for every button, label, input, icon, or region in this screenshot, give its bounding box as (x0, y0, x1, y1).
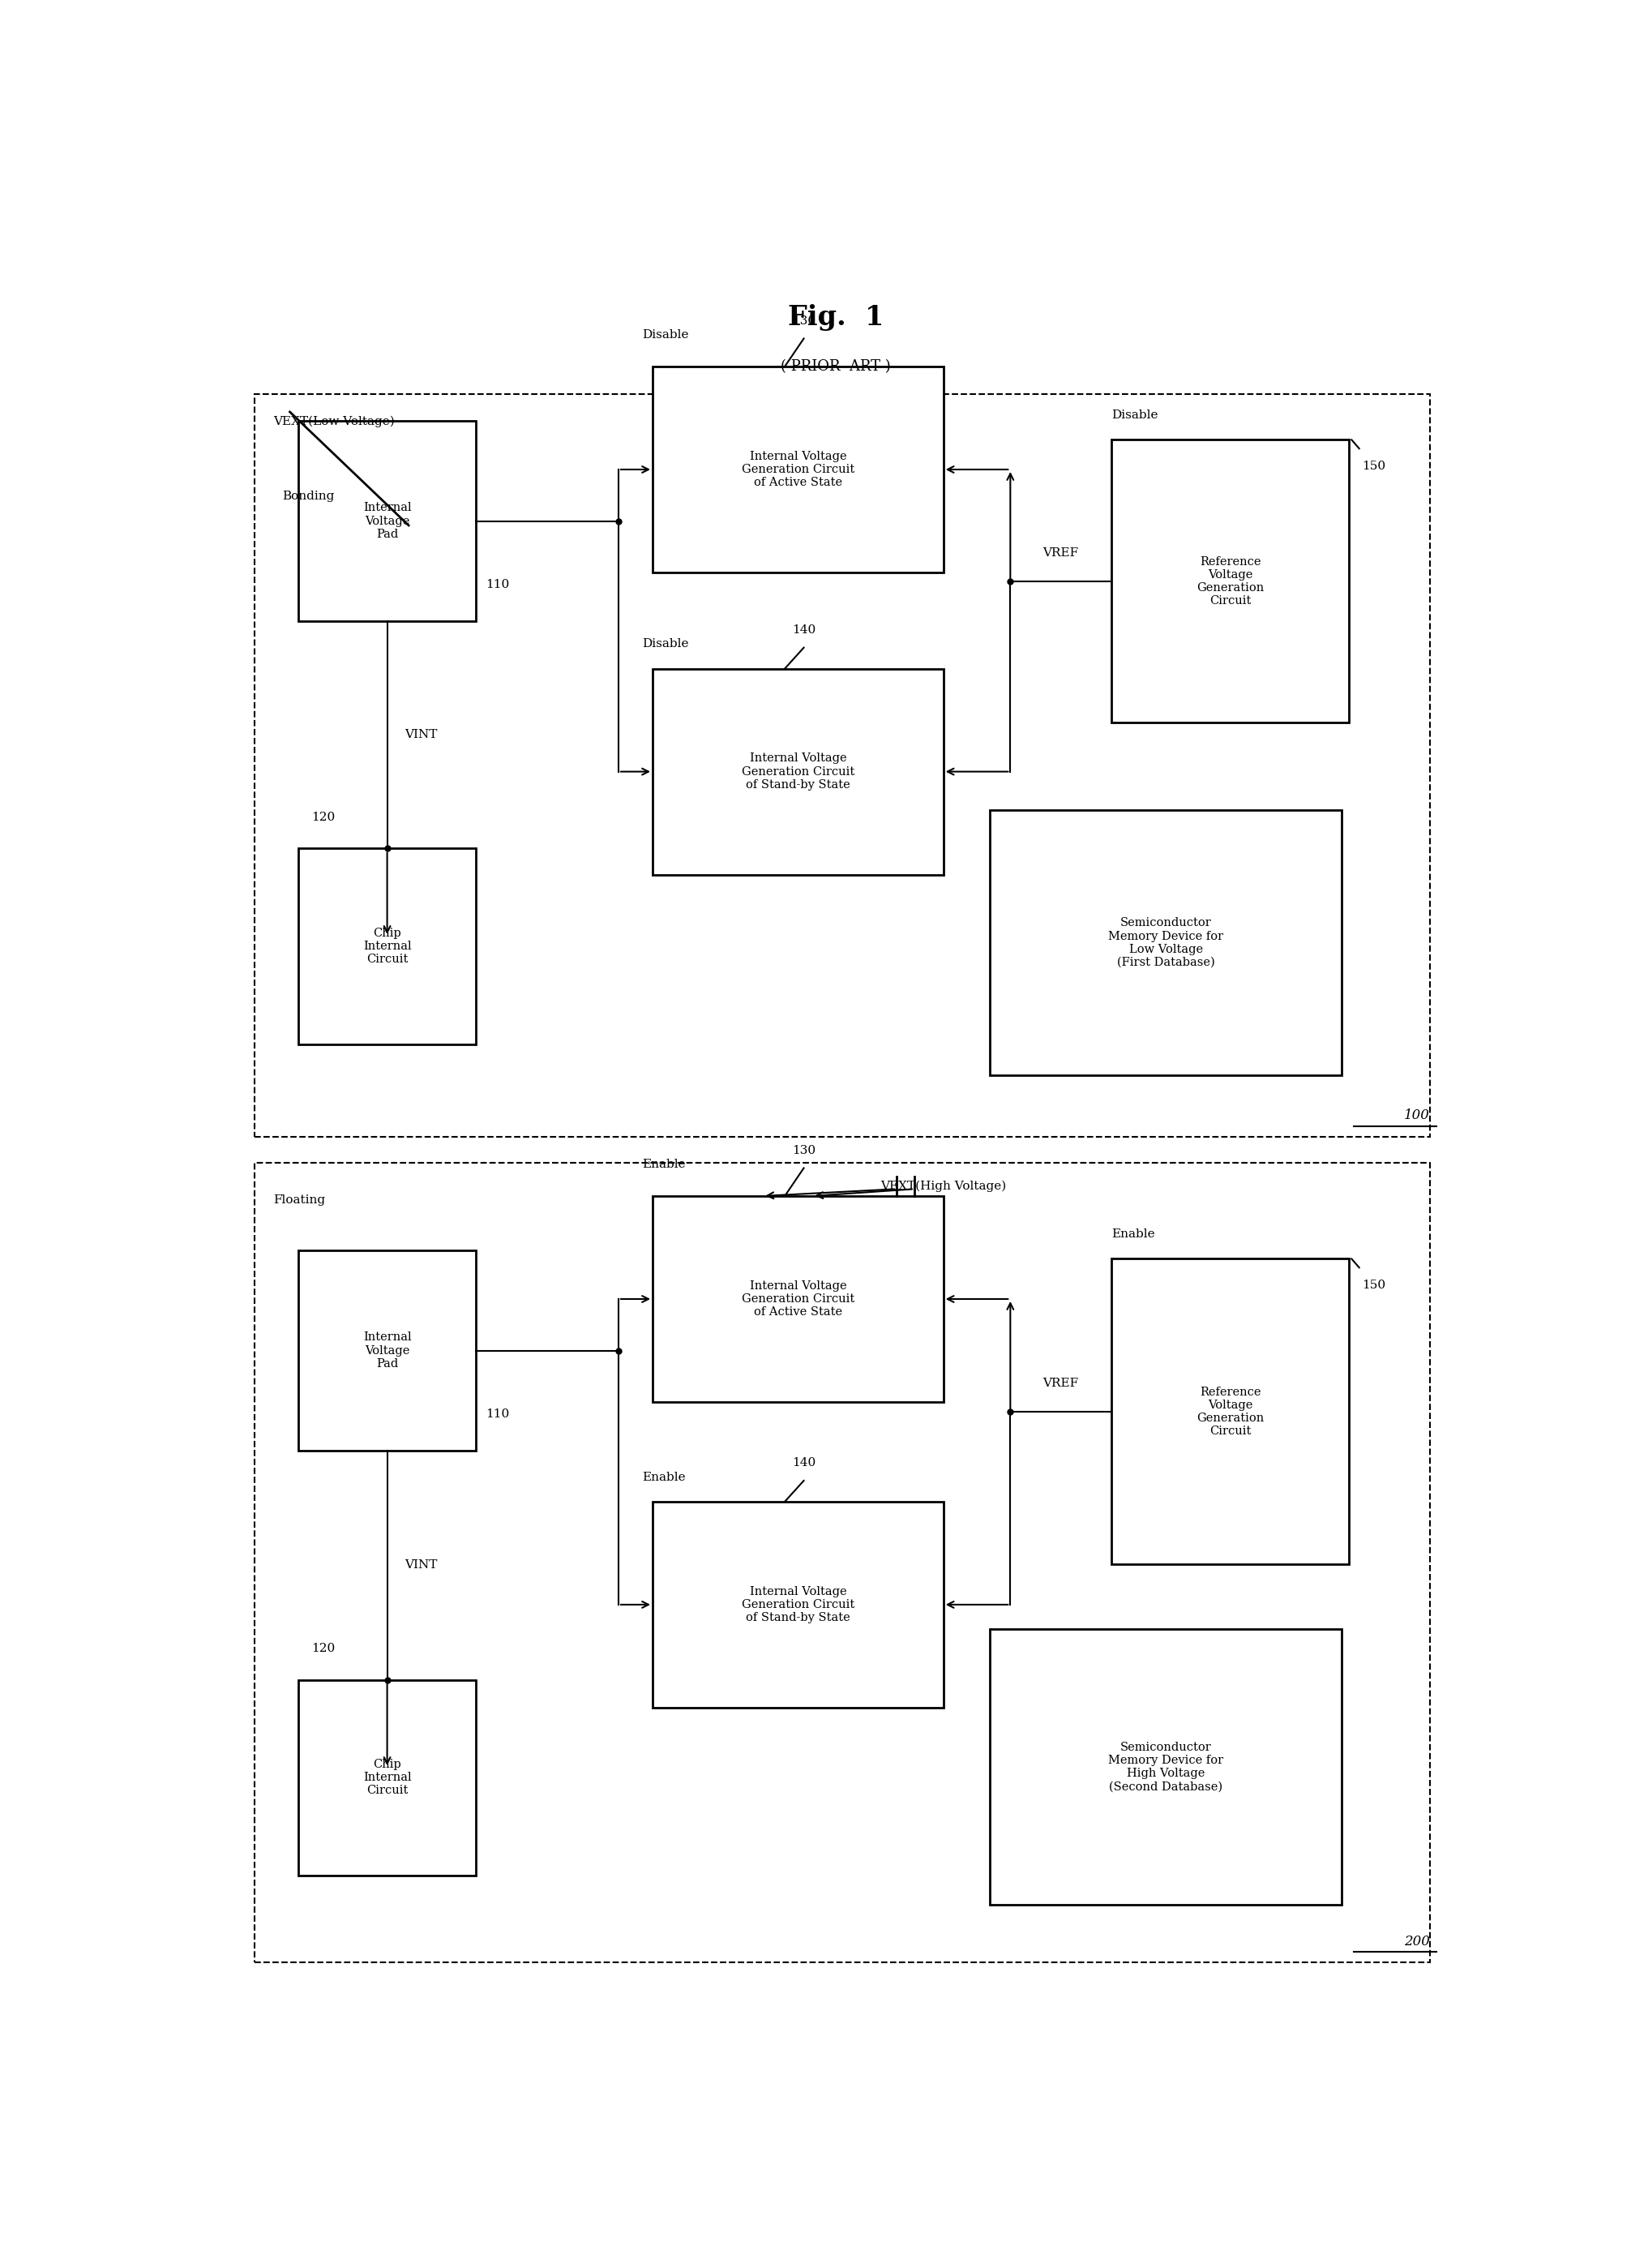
Text: 110: 110 (486, 1408, 509, 1420)
Text: Disable: Disable (643, 329, 690, 340)
Text: 130: 130 (793, 315, 816, 327)
Text: 140: 140 (793, 624, 816, 635)
Text: Internal Voltage
Generation Circuit
of Stand-by State: Internal Voltage Generation Circuit of S… (742, 1585, 855, 1624)
Bar (990, 810, 1341, 1075)
Bar (652, 1501, 943, 1708)
Text: Reference
Voltage
Generation
Circuit: Reference Voltage Generation Circuit (1197, 1386, 1264, 1438)
Text: Floating: Floating (274, 1195, 325, 1207)
Text: Internal
Voltage
Pad: Internal Voltage Pad (364, 1331, 411, 1370)
Bar (298, 848, 476, 1043)
Text: VEXT(High Voltage): VEXT(High Voltage) (881, 1179, 1006, 1193)
Text: Fig.  1: Fig. 1 (788, 304, 884, 331)
Bar (254, 1163, 1430, 1962)
Text: ( PRIOR  ART ): ( PRIOR ART ) (781, 358, 891, 374)
Text: 200: 200 (1404, 1935, 1430, 1948)
Text: 140: 140 (793, 1458, 816, 1470)
Text: Enable: Enable (643, 1472, 687, 1483)
Text: 120: 120 (312, 1642, 334, 1653)
Text: VEXT(Low Voltage): VEXT(Low Voltage) (274, 415, 395, 426)
Text: Internal Voltage
Generation Circuit
of Active State: Internal Voltage Generation Circuit of A… (742, 451, 855, 488)
Text: VREF: VREF (1042, 1377, 1078, 1388)
Bar (652, 1195, 943, 1402)
Bar (298, 1250, 476, 1452)
Text: Semiconductor
Memory Device for
Low Voltage
(First Database): Semiconductor Memory Device for Low Volt… (1107, 916, 1223, 968)
Bar (652, 367, 943, 572)
Text: Disable: Disable (643, 640, 690, 651)
Bar (298, 1681, 476, 1876)
Text: Chip
Internal
Circuit: Chip Internal Circuit (364, 928, 411, 966)
Text: 110: 110 (486, 578, 509, 590)
Text: 150: 150 (1362, 460, 1385, 472)
Bar (990, 1628, 1341, 1905)
Text: VREF: VREF (1042, 547, 1078, 558)
Bar (1111, 1259, 1349, 1565)
Text: Enable: Enable (643, 1159, 687, 1170)
Text: Disable: Disable (1111, 411, 1158, 422)
Text: 130: 130 (793, 1145, 816, 1157)
Text: Internal
Voltage
Pad: Internal Voltage Pad (364, 501, 411, 540)
Text: 100: 100 (1404, 1109, 1430, 1123)
Text: Semiconductor
Memory Device for
High Voltage
(Second Database): Semiconductor Memory Device for High Vol… (1107, 1742, 1223, 1792)
Text: Enable: Enable (1111, 1229, 1155, 1241)
Bar (254, 395, 1430, 1136)
Text: 150: 150 (1362, 1279, 1385, 1290)
Bar (1111, 440, 1349, 723)
Bar (298, 420, 476, 621)
Text: VINT: VINT (404, 1560, 437, 1572)
Text: Bonding: Bonding (282, 490, 334, 501)
Text: Internal Voltage
Generation Circuit
of Stand-by State: Internal Voltage Generation Circuit of S… (742, 753, 855, 792)
Text: Reference
Voltage
Generation
Circuit: Reference Voltage Generation Circuit (1197, 556, 1264, 606)
Text: 120: 120 (312, 812, 334, 823)
Text: Internal Voltage
Generation Circuit
of Active State: Internal Voltage Generation Circuit of A… (742, 1279, 855, 1318)
Text: VINT: VINT (404, 730, 437, 742)
Bar (652, 669, 943, 875)
Text: Chip
Internal
Circuit: Chip Internal Circuit (364, 1758, 411, 1796)
